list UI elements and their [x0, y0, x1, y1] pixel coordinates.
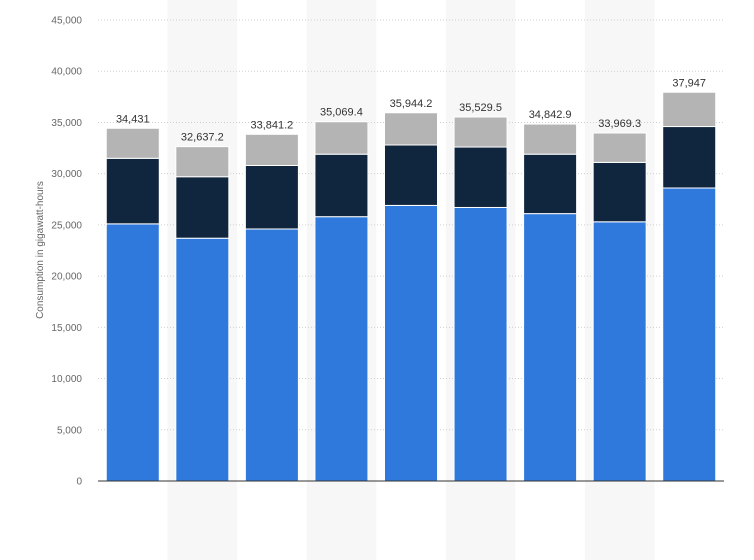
bar-segment-3[interactable]: [175, 146, 230, 178]
total-label: 37,947: [672, 77, 706, 89]
y-tick-label: 5,000: [57, 425, 82, 436]
total-label: 34,431: [116, 113, 150, 125]
bar-segment-3[interactable]: [523, 123, 578, 155]
bar-segment-3[interactable]: [244, 133, 299, 166]
total-label: 35,944.2: [390, 98, 433, 110]
y-tick-label: 40,000: [51, 67, 82, 78]
bar-segment-1[interactable]: [175, 237, 230, 482]
bar-segment-2[interactable]: [592, 161, 647, 223]
bar-segment-2[interactable]: [384, 144, 438, 206]
y-tick-label: 10,000: [51, 374, 82, 385]
y-axis-ticks: 0 5,000 10,000 15,000 20,000 25,000 30,000 35,0…: [51, 16, 82, 488]
total-label: 32,637.2: [181, 132, 224, 144]
y-tick-label: 20,000: [51, 272, 82, 283]
bar-segment-2[interactable]: [175, 176, 230, 239]
y-tick-label: 35,000: [51, 118, 82, 129]
total-label: 33,841.2: [250, 119, 293, 131]
total-label: 34,842.9: [529, 109, 572, 121]
bar-segment-3[interactable]: [105, 127, 160, 159]
bar-segment-2[interactable]: [244, 164, 299, 230]
bar-segment-1[interactable]: [662, 187, 717, 482]
bar-segment-3[interactable]: [314, 121, 369, 155]
bar-segment-2[interactable]: [314, 153, 369, 218]
bar-segment-2[interactable]: [453, 146, 508, 208]
bar-segment-2[interactable]: [105, 157, 160, 225]
total-label: 35,069.4: [320, 107, 363, 119]
bar-segment-1[interactable]: [384, 204, 438, 482]
bars: [105, 91, 717, 482]
total-label: 33,969.3: [598, 118, 641, 130]
y-tick-label: 25,000: [51, 220, 82, 231]
bar-segment-2[interactable]: [523, 153, 578, 215]
bar-segment-3[interactable]: [384, 112, 438, 146]
bar-segment-1[interactable]: [453, 206, 508, 482]
total-label: 35,529.5: [459, 102, 502, 114]
y-tick-label: 0: [76, 477, 82, 488]
bar-segment-3[interactable]: [453, 116, 508, 148]
bar-segment-1[interactable]: [592, 221, 647, 482]
y-tick-label: 45,000: [51, 16, 82, 27]
bar-segment-1[interactable]: [523, 213, 578, 482]
bar-segment-2[interactable]: [662, 126, 717, 189]
bar-segment-3[interactable]: [662, 91, 717, 128]
y-tick-label: 15,000: [51, 323, 82, 334]
bar-segment-1[interactable]: [105, 223, 160, 482]
bar-segment-1[interactable]: [244, 228, 299, 482]
bar-segment-3[interactable]: [592, 132, 647, 163]
bar-segment-1[interactable]: [314, 216, 369, 482]
total-labels: 34,431 32,637.2 33,841.2 35,069.4 35,944.2 35…: [116, 77, 706, 143]
y-axis-title: Consumption in gigawatt-hours: [35, 181, 46, 319]
y-tick-label: 30,000: [51, 169, 82, 180]
